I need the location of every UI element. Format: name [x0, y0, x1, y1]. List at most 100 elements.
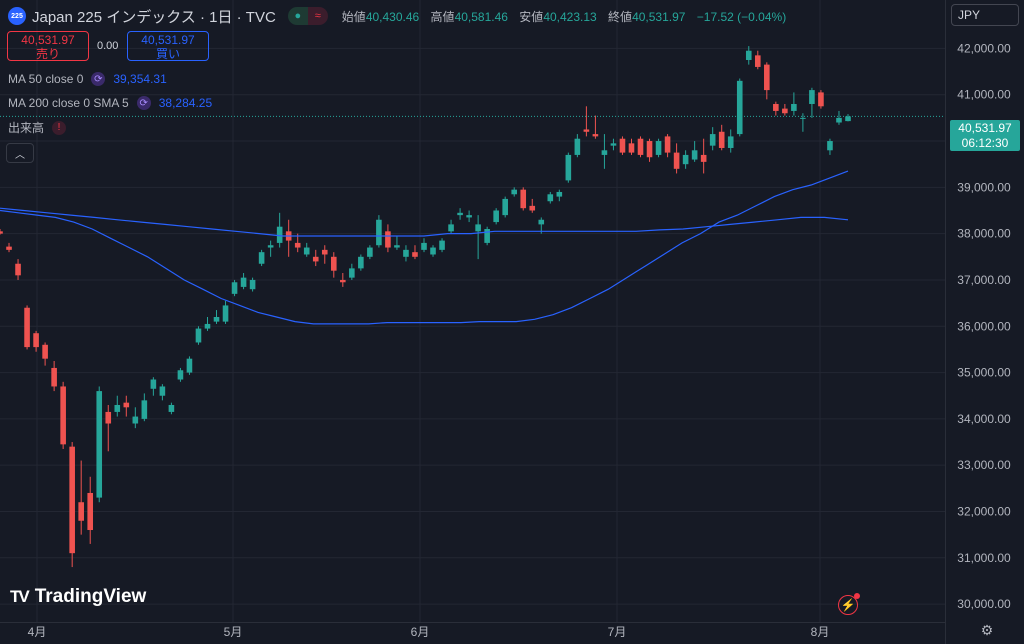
volume-label: 出来高: [8, 121, 45, 135]
candle-body: [0, 231, 3, 234]
y-tick-label: 34,000.00: [957, 412, 1011, 426]
candle-body: [204, 323, 211, 329]
candle-body: [745, 50, 752, 60]
candle-body: [502, 198, 508, 216]
y-tick-label: 31,000.00: [957, 551, 1011, 565]
indicator-ma200[interactable]: MA 200 close 0 SMA 5 ⟳ 38,284.25: [8, 96, 212, 110]
candle-body: [15, 263, 21, 276]
candle-body: [673, 152, 680, 169]
high-value: 40,581.46: [454, 9, 508, 24]
candle-body: [96, 391, 103, 498]
flash-icon[interactable]: ⚡: [838, 593, 860, 615]
candle-body: [682, 154, 689, 165]
candle-body: [845, 116, 851, 122]
candle-body: [773, 103, 779, 111]
candle-body: [655, 141, 662, 155]
y-tick-label: 41,000.00: [957, 88, 1011, 102]
candle-body: [222, 305, 229, 322]
candle-body: [664, 136, 671, 153]
y-tick-label: 36,000.00: [957, 319, 1011, 333]
candle-body: [628, 143, 635, 153]
candle-body: [69, 446, 75, 554]
candle-body: [195, 328, 202, 343]
warning-icon: !: [52, 120, 67, 135]
sell-button[interactable]: 40,531.97 売り: [7, 31, 89, 61]
candle-body: [791, 103, 797, 111]
candle-body: [448, 224, 454, 232]
candle-body: [312, 256, 319, 262]
candle-body: [213, 317, 220, 322]
sell-price: 40,531.97: [21, 33, 75, 47]
candle-body: [718, 131, 725, 148]
candle-body: [240, 277, 247, 287]
candle-body: [511, 189, 518, 195]
candle-body: [610, 143, 617, 146]
currency-select[interactable]: JPY: [951, 4, 1019, 26]
candle-body: [538, 219, 545, 225]
indicator-ma50[interactable]: MA 50 close 0 ⟳ 39,354.31: [8, 72, 167, 86]
candle-body: [565, 154, 572, 181]
x-tick-label: 6月: [411, 625, 430, 639]
collapse-legend-button[interactable]: ︿: [6, 143, 34, 163]
low-value: 40,423.13: [543, 9, 597, 24]
close-label: 終値: [608, 9, 633, 24]
delayed-data-icon: ≈: [307, 7, 328, 25]
loading-icon: ⟳: [136, 96, 151, 110]
status-pill[interactable]: ● ≈: [287, 7, 328, 25]
candle-body: [827, 141, 833, 151]
candle-body: [177, 370, 184, 380]
candle-body: [800, 117, 806, 119]
brand-name: TradingView: [34, 586, 147, 607]
candle-body: [493, 210, 499, 223]
candle-body: [403, 249, 409, 257]
x-tick-label: 7月: [608, 625, 627, 639]
candle-body: [709, 134, 716, 146]
last-price: 40,531.97: [958, 121, 1012, 135]
candle-body: [114, 404, 121, 412]
candle-body: [646, 141, 653, 158]
y-tick-label: 42,000.00: [957, 41, 1011, 55]
candle-body: [132, 416, 139, 424]
candle-body: [330, 256, 337, 271]
candle-body: [105, 411, 112, 424]
spread-value: 0.00: [97, 40, 119, 52]
buy-button[interactable]: 40,531.97 買い: [127, 31, 209, 61]
open-value: 40,430.46: [365, 9, 420, 24]
candle-body: [258, 252, 265, 264]
candle-body: [691, 150, 698, 160]
ma50-line: [0, 170, 849, 325]
ohlc-readout: 始値40,430.46 高値40,581.46 安値40,423.13 終値40…: [342, 8, 786, 25]
candle-body: [349, 268, 355, 278]
candle-body: [385, 231, 391, 248]
symbol-header: 225 Japan 225 インデックス · 1日 · TVC ● ≈ 始値40…: [8, 6, 786, 26]
candle-body: [439, 240, 445, 250]
symbol-logo-icon: 225: [8, 7, 26, 25]
symbol-title[interactable]: Japan 225 インデックス · 1日 · TVC: [32, 8, 276, 26]
y-tick-label: 32,000.00: [957, 504, 1011, 518]
indicator-volume[interactable]: 出来高 !: [8, 119, 67, 136]
notification-dot: [854, 593, 860, 599]
candle-body: [809, 90, 815, 104]
candle-body: [619, 138, 626, 153]
bar-countdown: 06:12:30: [961, 136, 1009, 150]
candle-body: [601, 150, 608, 155]
candle-body: [430, 247, 436, 255]
candle-body: [556, 191, 563, 197]
candle-body: [321, 249, 328, 255]
gear-icon[interactable]: ⚙: [980, 621, 994, 638]
candle-body: [376, 219, 382, 246]
candle-body: [592, 134, 599, 137]
tradingview-logo[interactable]: TV TradingView: [10, 586, 146, 608]
candle-body: [60, 386, 66, 445]
x-tick-label: 4月: [28, 625, 47, 639]
ma200-value: 38,284.25: [158, 96, 213, 110]
candle-body: [24, 307, 30, 348]
candle-body: [267, 245, 274, 248]
candle-body: [358, 256, 364, 269]
candle-body: [340, 279, 346, 283]
candle-body: [303, 247, 310, 255]
candle-body: [123, 402, 130, 408]
sell-label: 売り: [35, 47, 60, 61]
change-value: −17.52 (−0.04%): [696, 9, 787, 24]
